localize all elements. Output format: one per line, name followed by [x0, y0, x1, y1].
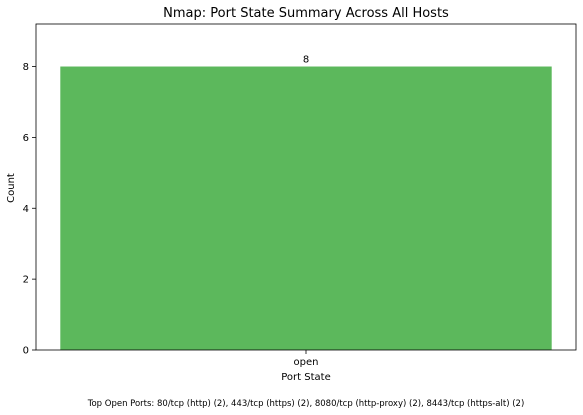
plot-area: 8 [35, 23, 577, 351]
y-tick-label: 8 [23, 62, 29, 73]
y-tick-label: 0 [23, 346, 29, 357]
x-axis: open [294, 350, 319, 368]
y-axis-label: Count [6, 173, 17, 203]
bar-open [60, 66, 552, 351]
top-open-ports-footnote: Top Open Ports: 80/tcp (http) (2), 443/t… [87, 399, 525, 409]
y-axis: 0 2 4 6 8 [23, 62, 36, 357]
x-tick-label: open [294, 357, 319, 368]
x-axis-label: Port State [281, 372, 330, 383]
y-tick-label: 4 [23, 204, 29, 215]
y-tick-label: 2 [23, 275, 29, 286]
y-tick-label: 6 [23, 133, 29, 144]
bar-value-label: 8 [303, 55, 309, 66]
chart-title: Nmap: Port State Summary Across All Host… [163, 6, 449, 21]
